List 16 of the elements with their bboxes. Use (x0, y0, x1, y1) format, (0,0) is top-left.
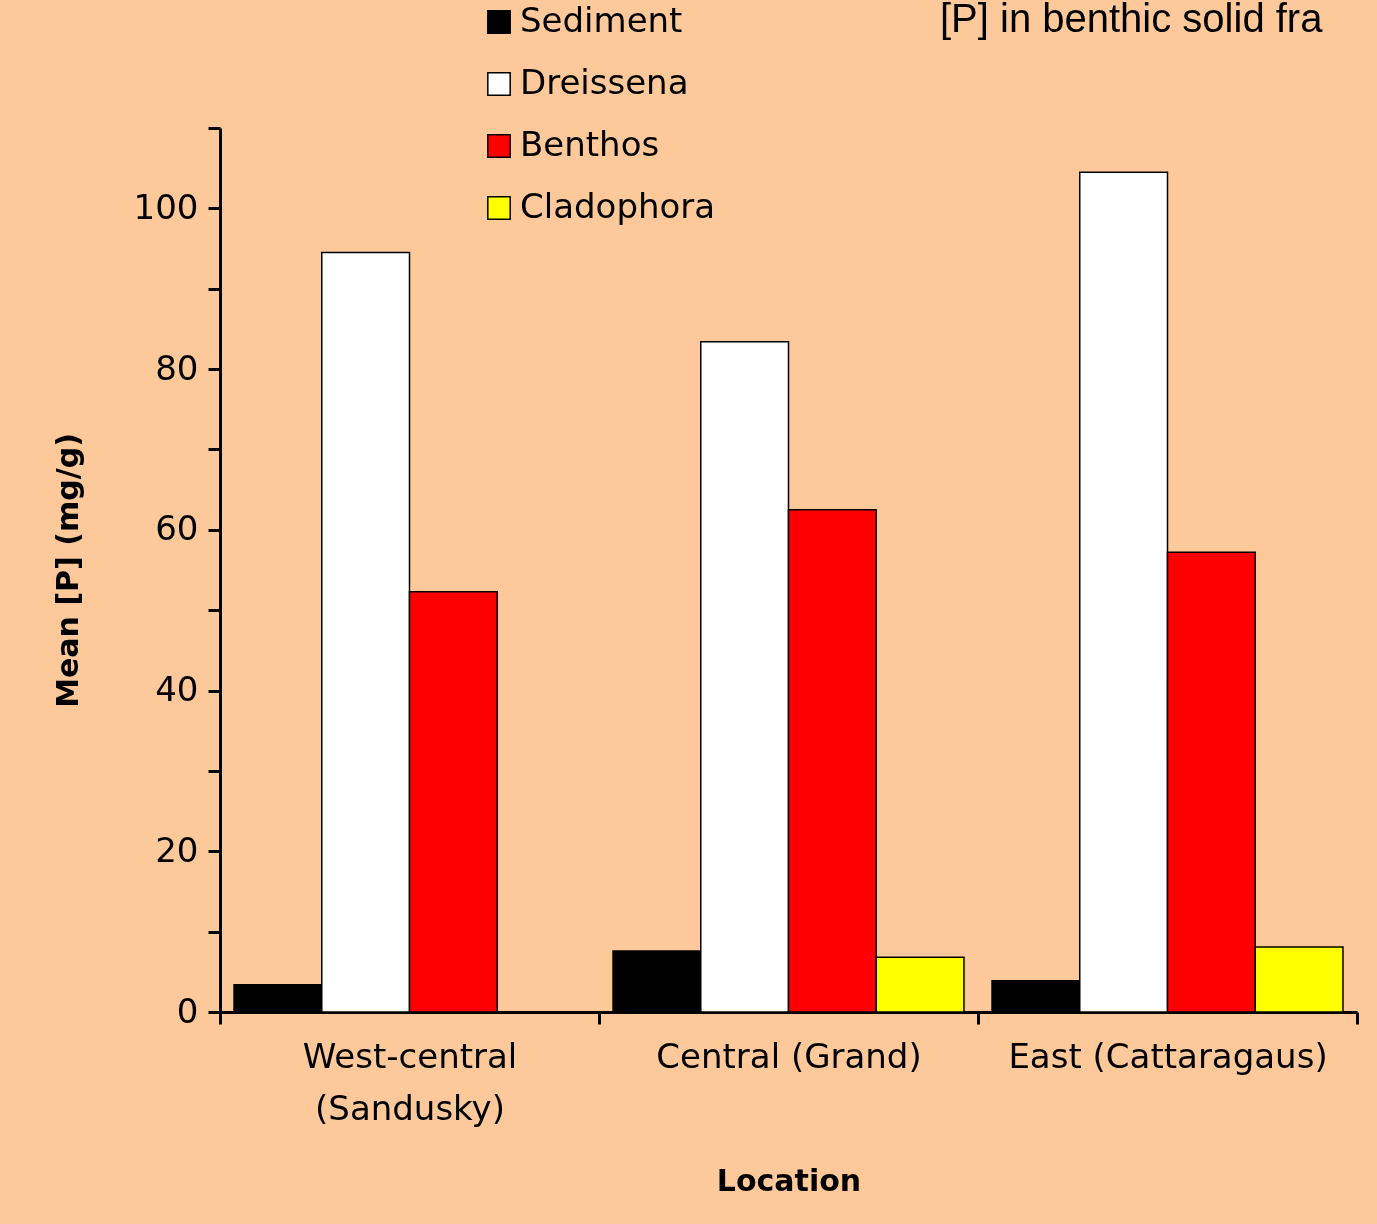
legend-label: Dreissena (520, 62, 689, 102)
y-tick-label: 40 (155, 669, 199, 710)
y-tick-label: 80 (155, 347, 199, 388)
y-tick-label: 20 (155, 829, 199, 870)
legend-label: Benthos (520, 124, 660, 164)
legend-label: Cladophora (520, 186, 716, 226)
x-tick-label: East (Cattaragaus) (1008, 1035, 1328, 1076)
y-tick-label: 100 (133, 186, 199, 227)
x-tick-label: West-central (Sandusky) (302, 1035, 518, 1128)
y-tick-label: 0 (176, 990, 199, 1031)
chart-title: [P] in benthic solid fra (940, 0, 1324, 40)
y-tick-label: 60 (155, 508, 199, 549)
x-axis-title: Location (716, 1162, 862, 1198)
legend-label: Sediment (520, 0, 683, 40)
y-axis-title: Mean [P] (mg/g) (49, 433, 85, 708)
x-tick-label: Central (Grand) (656, 1035, 922, 1076)
